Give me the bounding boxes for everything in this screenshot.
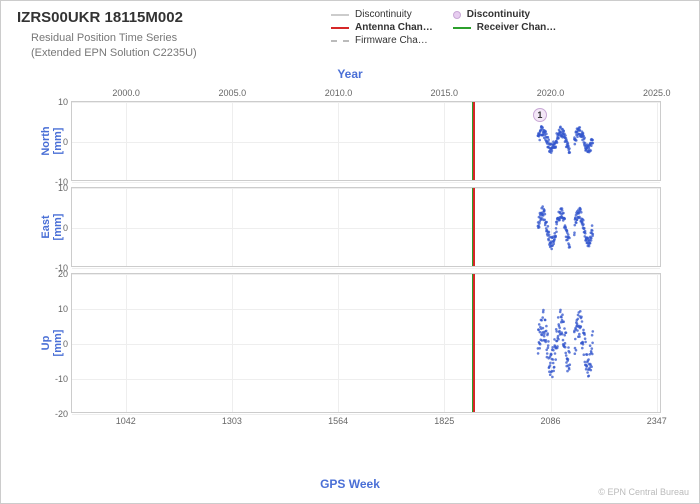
legend-disc-dot: Discontinuity xyxy=(453,9,556,20)
scatter-north xyxy=(72,102,662,182)
chart-title: IZRS00UKR 18115M002 xyxy=(17,9,183,26)
panel-up: Up[mm]-20-100102010421303156418252086234… xyxy=(71,273,661,413)
ytick: 10 xyxy=(46,97,68,107)
legend-receiver: Receiver Chan… xyxy=(453,22,556,33)
legend-disc-line: Discontinuity xyxy=(331,9,433,20)
legend-firmware: Firmware Cha… xyxy=(331,35,433,46)
chart-container: IZRS00UKR 18115M002 Residual Position Ti… xyxy=(0,0,700,504)
footer-credit: © EPN Central Bureau xyxy=(598,487,689,497)
discontinuity-badge: 1 xyxy=(533,108,547,122)
ytick: 20 xyxy=(46,269,68,279)
xtick-top: 2020.0 xyxy=(537,88,565,98)
legend: Discontinuity Discontinuity Antenna Chan… xyxy=(331,9,556,46)
panel-north: North[mm]-1001012000.02005.02010.02015.0… xyxy=(71,101,661,181)
ytick: -10 xyxy=(46,374,68,384)
xtick-bottom: 1303 xyxy=(222,416,242,426)
panel-east: East[mm]-10010 xyxy=(71,187,661,267)
xtick-top: 2000.0 xyxy=(112,88,140,98)
scatter-up xyxy=(72,274,662,414)
xtick-bottom: 1825 xyxy=(434,416,454,426)
ytick: 0 xyxy=(46,339,68,349)
ytick: 0 xyxy=(46,223,68,233)
scatter-east xyxy=(72,188,662,268)
bottom-axis-title: GPS Week xyxy=(1,477,699,491)
xtick-top: 2025.0 xyxy=(643,88,671,98)
xtick-top: 2005.0 xyxy=(219,88,247,98)
xtick-bottom: 1564 xyxy=(328,416,348,426)
subtitle-line2: (Extended EPN Solution C2235U) xyxy=(31,47,197,59)
subtitle-line1: Residual Position Time Series xyxy=(31,32,177,44)
top-axis-title: Year xyxy=(1,67,699,81)
chart-subtitle: Residual Position Time Series (Extended … xyxy=(31,31,197,62)
xtick-bottom: 2086 xyxy=(540,416,560,426)
ytick: -20 xyxy=(46,409,68,419)
xtick-bottom: 1042 xyxy=(116,416,136,426)
legend-antenna: Antenna Chan… xyxy=(331,22,433,33)
plot-area: North[mm]-1001012000.02005.02010.02015.0… xyxy=(71,101,661,441)
ytick: 0 xyxy=(46,137,68,147)
xtick-top: 2015.0 xyxy=(431,88,459,98)
ytick: 10 xyxy=(46,304,68,314)
ytick: 10 xyxy=(46,183,68,193)
xtick-bottom: 2347 xyxy=(647,416,667,426)
xtick-top: 2010.0 xyxy=(325,88,353,98)
